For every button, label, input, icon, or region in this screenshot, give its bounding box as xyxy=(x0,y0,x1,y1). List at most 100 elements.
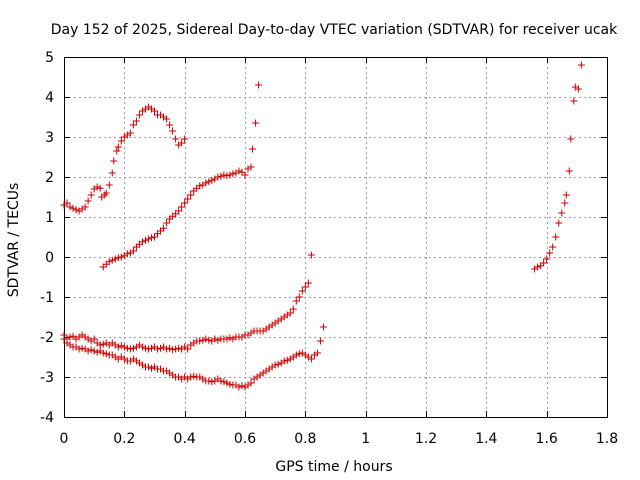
data-point xyxy=(226,171,234,179)
data-point xyxy=(208,176,216,184)
data-point xyxy=(298,287,306,295)
data-point xyxy=(223,335,231,343)
data-point xyxy=(235,167,243,175)
data-point xyxy=(205,336,213,344)
data-point xyxy=(238,382,246,390)
data-point xyxy=(292,351,300,359)
y-tick-label: 3 xyxy=(45,130,54,146)
data-point xyxy=(141,344,149,352)
data-point xyxy=(316,337,324,345)
x-tick-label: 0 xyxy=(60,431,69,447)
data-point xyxy=(217,172,225,180)
data-point xyxy=(567,135,575,143)
data-point xyxy=(87,191,95,199)
data-point xyxy=(120,343,128,351)
data-point xyxy=(187,191,195,199)
chart-title: Day 152 of 2025, Sidereal Day-to-day VTE… xyxy=(51,22,618,38)
y-tick-label: 2 xyxy=(45,170,54,186)
data-point xyxy=(241,171,249,179)
data-point xyxy=(217,377,225,385)
y-tick-label: 0 xyxy=(45,250,54,266)
data-point xyxy=(574,85,582,93)
data-point xyxy=(289,305,297,313)
data-point xyxy=(313,349,321,357)
data-point xyxy=(135,111,143,119)
y-tick-label: 4 xyxy=(45,90,54,106)
data-point xyxy=(84,347,92,355)
data-point xyxy=(178,139,186,147)
y-tick-label: 1 xyxy=(45,210,54,226)
data-point xyxy=(63,199,71,207)
data-point xyxy=(60,335,68,343)
data-point xyxy=(108,169,116,177)
data-point xyxy=(163,219,171,227)
data-point xyxy=(102,350,110,358)
y-tick-label: -1 xyxy=(40,290,54,306)
data-point xyxy=(117,137,125,145)
x-tick-label: 0.6 xyxy=(234,431,256,447)
data-point xyxy=(271,361,279,369)
x-tick-label: 1.4 xyxy=(475,431,497,447)
data-point xyxy=(205,178,213,186)
x-axis-label: GPS time / hours xyxy=(275,459,392,475)
data-point xyxy=(66,203,74,211)
y-tick-label: -4 xyxy=(40,410,54,426)
data-point xyxy=(166,121,174,129)
data-point xyxy=(295,350,303,358)
data-point xyxy=(93,183,101,191)
data-point xyxy=(126,345,134,353)
data-point xyxy=(255,81,263,89)
data-point xyxy=(552,233,560,241)
x-tick-label: 1.8 xyxy=(596,431,618,447)
data-point xyxy=(202,179,210,187)
data-point xyxy=(90,335,98,343)
data-point xyxy=(546,249,554,257)
data-point xyxy=(549,243,557,251)
data-point xyxy=(307,355,315,363)
x-tick-label: 0.2 xyxy=(113,431,135,447)
data-point xyxy=(172,345,180,353)
data-point xyxy=(249,145,257,153)
data-point xyxy=(129,344,137,352)
data-point xyxy=(110,157,118,165)
data-point xyxy=(108,256,116,264)
data-point xyxy=(181,135,189,143)
data-point xyxy=(163,345,171,353)
data-point xyxy=(187,373,195,381)
data-point xyxy=(172,135,180,143)
data-point xyxy=(274,360,282,368)
data-point xyxy=(540,259,548,267)
data-point xyxy=(292,297,300,305)
data-point xyxy=(144,345,152,353)
data-point xyxy=(154,345,162,353)
data-point xyxy=(555,219,563,227)
data-point xyxy=(126,129,134,137)
data-point xyxy=(226,334,234,342)
data-point xyxy=(196,182,204,190)
data-point xyxy=(78,344,86,352)
data-point xyxy=(96,341,104,349)
data-point xyxy=(114,254,122,262)
data-point xyxy=(280,357,288,365)
data-point xyxy=(117,342,125,350)
data-point xyxy=(220,171,228,179)
data-point xyxy=(129,121,137,129)
data-point xyxy=(223,379,231,387)
data-point xyxy=(252,119,260,127)
data-point xyxy=(307,251,315,259)
data-point xyxy=(196,337,204,345)
data-point xyxy=(166,344,174,352)
data-points xyxy=(60,61,585,391)
data-point xyxy=(144,235,152,243)
data-point xyxy=(163,115,171,123)
data-point xyxy=(208,378,216,386)
data-point xyxy=(99,349,107,357)
data-point xyxy=(247,379,255,387)
data-point xyxy=(129,247,137,255)
data-point xyxy=(87,346,95,354)
data-point xyxy=(558,209,566,217)
data-point xyxy=(220,378,228,386)
data-point xyxy=(93,348,101,356)
